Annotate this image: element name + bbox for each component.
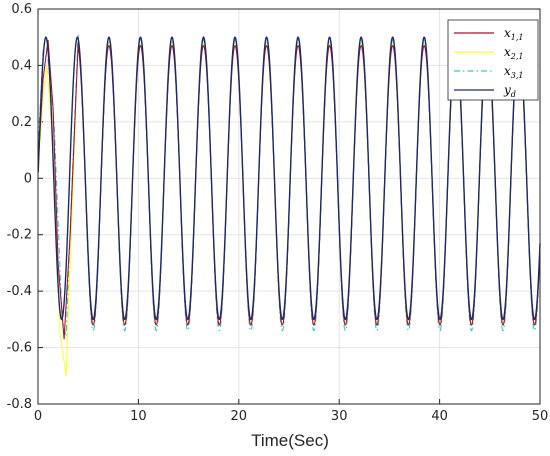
y-tick-label: 0.4 [11,58,32,73]
legend-entry: x3,1 [504,64,524,80]
x-tick-label: 0 [34,409,42,424]
x-axis-label: Time(Sec) [251,431,329,450]
y-tick-label: 0.6 [11,2,32,17]
series-lines [37,34,541,376]
plot-frame [37,8,541,405]
x-tick-label: 10 [130,409,147,424]
x-tick-label: 50 [532,409,549,424]
x-tick-label: 20 [231,409,248,424]
legend-entry: x1,1 [504,26,524,42]
y-tick-label: 0 [24,171,32,186]
x-tick-label: 40 [431,409,448,424]
legend-entry: x2,1 [504,45,524,61]
legend-entry: yd [503,83,516,99]
x-tick-label: 30 [331,409,348,424]
legend-box [447,19,539,101]
y-tick-label: -0.2 [7,228,32,243]
legend: x1,1 x2,1 x3,1 yd [447,19,539,101]
x-tick-labels: 0 10 20 30 40 50 [34,409,548,424]
y-tick-label: -0.8 [7,397,32,412]
y-tick-label: 0.2 [11,115,32,130]
y-tick-label: -0.6 [7,341,32,356]
y-tick-labels: 0.6 0.4 0.2 0 -0.2 -0.4 -0.6 -0.8 [7,2,32,412]
y-tick-label: -0.4 [7,284,32,299]
